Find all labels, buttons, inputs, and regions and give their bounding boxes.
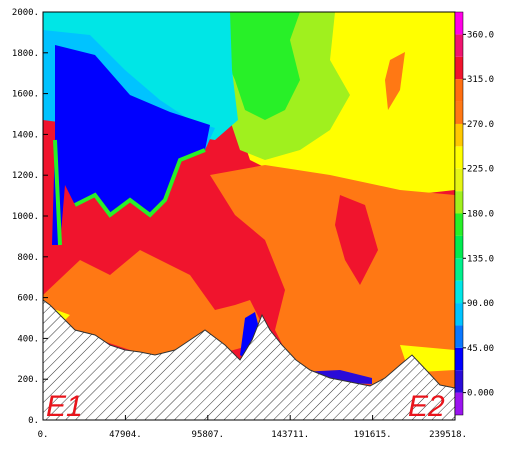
colorbar: 0.000 45.00 90.00 135.0 180.0 225.0 270.0 315.0… — [454, 11, 494, 416]
y-tick-label: 1400. — [12, 130, 39, 140]
x-axis: 0. 47904. 95807. 143711. 191615. 239518. — [38, 415, 467, 440]
endpoint-label-e1: E1 — [46, 390, 83, 423]
colorbar-band — [455, 146, 463, 169]
colorbar-band — [455, 101, 463, 124]
y-tick-label: 2000. — [12, 8, 39, 18]
colorbar-label: 270.0 — [467, 120, 494, 130]
colorbar-band — [455, 168, 463, 192]
y-tick-label: 1600. — [12, 90, 39, 100]
y-tick-label: 1200. — [12, 171, 39, 181]
colorbar-label: 315.0 — [467, 75, 494, 85]
colorbar-band — [455, 347, 463, 371]
x-tick-label: 239518. — [429, 430, 467, 440]
y-tick-label: 200. — [17, 375, 39, 385]
colorbar-label: 45.00 — [467, 344, 494, 354]
y-axis: 0. 200. 400. 600. 800. 1000. 1200. 1400. 1600. 18… — [12, 8, 48, 426]
x-tick-label: 191615. — [354, 430, 392, 440]
plot-area — [43, 12, 455, 420]
y-tick-label: 0. — [28, 416, 39, 426]
colorbar-label: 180.0 — [467, 210, 494, 220]
field-orange-island — [385, 52, 405, 110]
colorbar-band — [455, 56, 463, 80]
x-tick-label: 47904. — [109, 430, 142, 440]
y-tick-label: 800. — [17, 253, 39, 263]
colorbar-label: 225.0 — [467, 165, 494, 175]
field-green-region — [222, 12, 300, 120]
colorbar-band — [455, 280, 463, 304]
y-tick-label: 1000. — [12, 212, 39, 222]
colorbar-band — [455, 123, 463, 147]
colorbar-band — [455, 325, 463, 348]
y-tick-label: 1800. — [12, 49, 39, 59]
colorbar-band — [455, 303, 463, 326]
colorbar-label: 0.000 — [467, 389, 494, 399]
colorbar-band — [455, 235, 463, 259]
colorbar-band — [455, 258, 463, 281]
field-red-patch — [335, 195, 378, 285]
endpoint-label-e2: E2 — [408, 390, 445, 423]
colorbar-band — [455, 370, 463, 393]
colorbar-band — [455, 213, 463, 236]
colorbar-label: 90.00 — [467, 299, 494, 309]
colorbar-band — [455, 392, 463, 415]
field-green-rim — [53, 139, 206, 246]
y-tick-label: 400. — [17, 334, 39, 344]
colorbar-band — [455, 79, 463, 102]
x-tick-label: 143711. — [271, 430, 309, 440]
x-tick-label: 95807. — [192, 430, 225, 440]
x-tick-label: 0. — [38, 430, 49, 440]
colorbar-band — [455, 191, 463, 214]
colorbar-band — [455, 12, 463, 35]
field-orange-lower — [43, 250, 270, 360]
colorbar-band — [455, 34, 463, 57]
field-orange-region — [210, 165, 455, 390]
y-tick-label: 600. — [17, 294, 39, 304]
colorbar-label: 360.0 — [467, 30, 494, 40]
terrain-mask — [43, 299, 455, 420]
colorbar-label: 135.0 — [467, 254, 494, 264]
